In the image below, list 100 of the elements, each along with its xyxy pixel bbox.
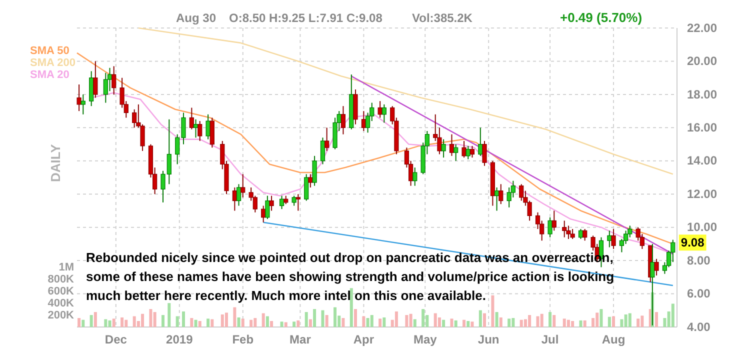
y-tick-label: 14.00 (687, 154, 718, 168)
y2-tick-label: 200K (48, 310, 74, 322)
candlestick (441, 138, 446, 158)
bar (124, 320, 128, 327)
bar (520, 320, 523, 327)
bar (237, 317, 240, 327)
candlestick (279, 195, 284, 210)
bar (579, 320, 582, 327)
x-tick-label: May (413, 332, 438, 347)
bar (296, 320, 300, 327)
candlestick (265, 195, 270, 220)
candlestick (412, 167, 418, 186)
text: Vol:385.2K (412, 11, 473, 25)
candlestick (449, 134, 454, 156)
candlestick (548, 216, 552, 238)
bar (454, 320, 458, 327)
bar (162, 315, 165, 327)
x-tick-label: Mar (290, 332, 312, 347)
candlestick (498, 184, 504, 205)
candlestick (296, 194, 300, 212)
bar (254, 318, 257, 327)
bar (596, 312, 599, 327)
bar (342, 318, 345, 327)
bar (566, 320, 570, 327)
bar (628, 313, 632, 327)
y-tick-label: 20.00 (687, 54, 718, 68)
bar (266, 316, 269, 327)
x-tick-label: 2019 (166, 332, 194, 347)
candlestick (198, 120, 202, 142)
candlestick (89, 70, 94, 107)
line-series (138, 27, 674, 175)
bar (413, 319, 416, 327)
text: Aug 30 (176, 11, 216, 25)
bar (270, 321, 274, 327)
bar (321, 310, 324, 327)
bar (198, 321, 202, 327)
bar (220, 314, 224, 327)
bar (132, 316, 136, 327)
candlestick (103, 72, 108, 104)
y-tick-label: 6.00 (687, 286, 711, 301)
candlestick (206, 114, 210, 140)
bar (362, 316, 366, 327)
bar (640, 316, 644, 327)
y-tick-label: 8.00 (687, 253, 711, 268)
candlestick (236, 184, 242, 206)
bar (508, 318, 511, 327)
bar (325, 315, 328, 327)
candlestick (132, 108, 137, 128)
candlestick (570, 228, 575, 240)
y-tick-label: 4.00 (687, 320, 711, 334)
annotation: 9.08 (680, 236, 705, 250)
candlestick (454, 144, 458, 162)
bar (284, 322, 288, 327)
bar (562, 318, 566, 327)
bar (405, 315, 408, 327)
bar (378, 318, 382, 327)
bar (409, 314, 412, 327)
candlestick (382, 104, 386, 124)
candlestick (320, 137, 326, 165)
candlestick (482, 140, 487, 166)
y2-tick-label: 600K (48, 286, 74, 298)
x-tick-label: Jul (541, 332, 559, 347)
bar (552, 315, 556, 327)
bar (524, 319, 527, 327)
bar (536, 316, 540, 327)
bar (491, 295, 494, 327)
candlestick (378, 100, 382, 118)
bar (370, 315, 374, 327)
bar (233, 307, 236, 327)
x-tick-label: Feb (232, 332, 254, 347)
bar (600, 309, 603, 327)
bar (224, 312, 228, 327)
x-tick-label: Aug (602, 332, 626, 347)
bar (153, 312, 156, 327)
y2-tick-label: 1M (58, 262, 74, 274)
bar (434, 313, 437, 327)
bar (671, 304, 674, 327)
bar (624, 314, 628, 327)
bar (382, 317, 386, 327)
bar (366, 318, 370, 327)
candlestick (552, 210, 556, 232)
bar (450, 318, 454, 327)
bar (104, 319, 108, 327)
bar (292, 322, 296, 327)
y2-tick-label: 800K (48, 274, 74, 286)
candlestick (308, 174, 313, 188)
bar (483, 313, 486, 327)
text: SMA 200 (30, 57, 76, 69)
bar (94, 312, 97, 327)
bar (108, 320, 112, 327)
candlestick (193, 118, 198, 138)
bar (583, 320, 586, 327)
candlestick (324, 127, 330, 152)
bar (608, 316, 611, 327)
y-tick-label: 12.00 (687, 186, 718, 201)
bar (548, 312, 552, 327)
bar (313, 309, 316, 327)
bar (241, 318, 244, 327)
bar (512, 318, 515, 327)
candlestick (269, 195, 274, 212)
